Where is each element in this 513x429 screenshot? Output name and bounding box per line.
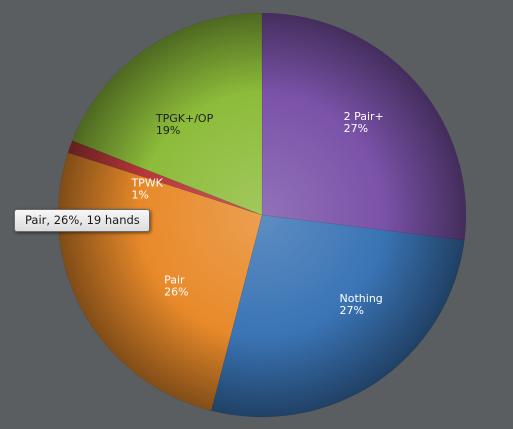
- slice-label-name: 2 Pair+: [344, 110, 384, 123]
- slice-tpwk[interactable]: [67, 140, 263, 216]
- slice-label-percent: 27%: [344, 122, 368, 135]
- slice-2-pair[interactable]: [261, 12, 467, 241]
- pie-labels: 2 Pair+27%Nothing27%Pair26%TPWK1%TPGK+/O…: [130, 110, 383, 317]
- slice-tooltip: Pair, 26%, 19 hands: [14, 209, 150, 232]
- slice-label-percent: 1%: [131, 189, 148, 202]
- slice-nothing[interactable]: [210, 214, 465, 418]
- slice-label-name: Nothing: [340, 292, 383, 305]
- slice-tpgk-op[interactable]: [72, 12, 263, 216]
- slice-label-name: TPWK: [130, 177, 163, 190]
- slice-label-percent: 27%: [340, 304, 364, 317]
- slice-label-percent: 19%: [156, 124, 180, 137]
- slice-label-percent: 26%: [164, 286, 188, 299]
- slice-label-name: Pair: [164, 274, 185, 287]
- slice-label-name: TPGK+/OP: [155, 112, 214, 125]
